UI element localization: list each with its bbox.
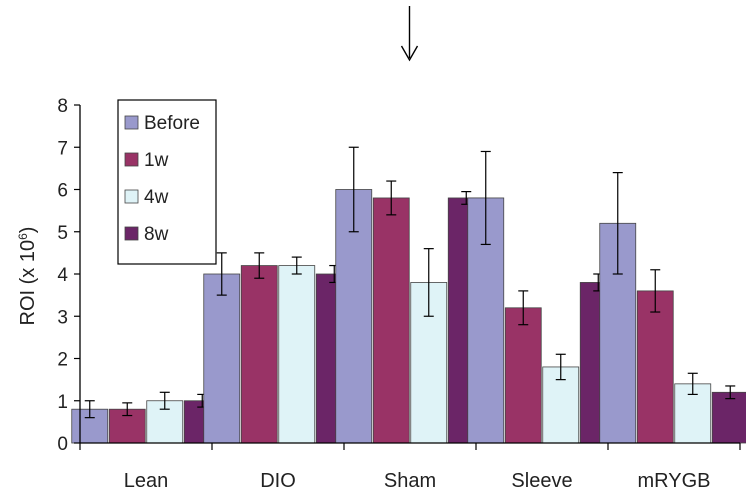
x-category-label: mRYGB bbox=[638, 470, 711, 492]
legend-swatch bbox=[124, 152, 139, 167]
y-tick-label: 3 bbox=[57, 307, 68, 328]
arrow-head bbox=[400, 45, 419, 62]
x-category-label: Sham bbox=[384, 470, 436, 492]
y-tick-label: 6 bbox=[57, 181, 68, 202]
bar bbox=[240, 265, 278, 444]
x-category-label: DIO bbox=[260, 470, 296, 492]
legend-swatch bbox=[124, 189, 139, 204]
bar bbox=[372, 197, 410, 444]
y-tick-label: 8 bbox=[57, 96, 68, 117]
bar bbox=[278, 265, 316, 444]
y-tick-label: 2 bbox=[57, 350, 68, 371]
y-tick-label: 5 bbox=[57, 223, 68, 244]
bars-group bbox=[71, 146, 746, 444]
down-arrow-icon bbox=[400, 6, 419, 62]
legend-label: 4w bbox=[144, 187, 169, 208]
legend-label: 8w bbox=[144, 224, 169, 245]
y-axis-label-end: ) bbox=[17, 227, 39, 234]
bar bbox=[203, 273, 241, 444]
x-category-label: Lean bbox=[124, 470, 169, 492]
y-axis-label-sup: 6 bbox=[16, 233, 30, 240]
y-tick-label: 7 bbox=[57, 138, 68, 159]
y-tick-label: 0 bbox=[57, 434, 68, 455]
y-axis-label: ROI (x 106) bbox=[16, 227, 39, 326]
y-tick-label: 1 bbox=[57, 392, 68, 413]
legend-label: 1w bbox=[144, 150, 169, 171]
legend: Before 1w 4w 8w bbox=[117, 99, 217, 265]
y-tick-label: 4 bbox=[57, 265, 68, 286]
y-axis: 0 1 2 3 4 5 6 7 8 bbox=[57, 96, 81, 455]
x-category-label: Sleeve bbox=[511, 470, 572, 492]
bar bbox=[504, 307, 542, 444]
x-axis: Lean DIO Sham Sleeve mRYGB bbox=[79, 442, 741, 492]
legend-swatch bbox=[124, 115, 139, 130]
y-axis-label-main: ROI (x 10 bbox=[17, 240, 39, 326]
legend-swatch bbox=[124, 226, 139, 241]
bar bbox=[711, 391, 746, 444]
legend-label: Before bbox=[144, 113, 200, 134]
bar bbox=[636, 290, 674, 444]
